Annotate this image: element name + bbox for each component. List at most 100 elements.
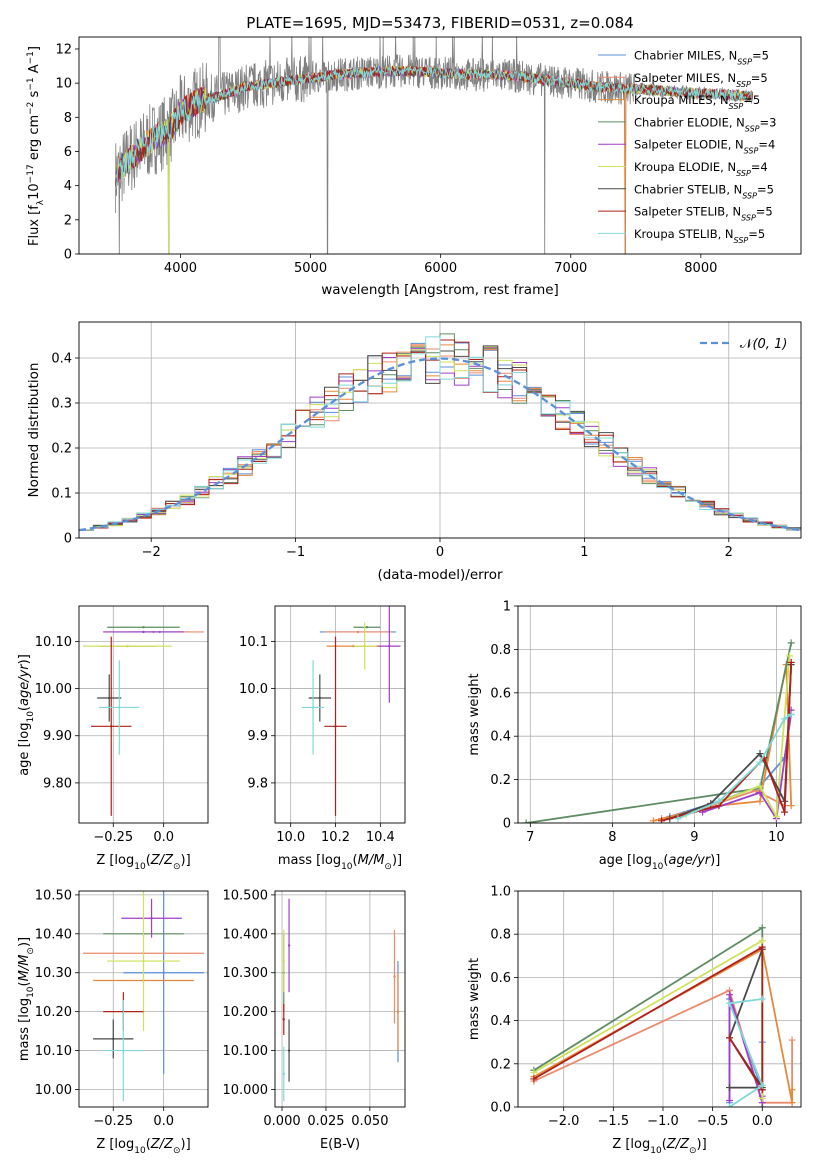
x-tick-label: 10: [768, 830, 785, 845]
y-axis-label: mass [log10(M/M⊙)]: [17, 937, 36, 1061]
x-tick-label: 6000: [424, 261, 457, 276]
y-axis-label: Flux [fλ10−17 erg cm−2 s−1 A−1]: [26, 46, 46, 246]
y-tick-label: 0.8: [490, 643, 511, 658]
data-point: [118, 706, 121, 709]
x-tick-label: 0.0: [752, 1114, 773, 1129]
x-tick-label: 4000: [164, 261, 197, 276]
residual-histogram: [79, 336, 801, 538]
weight_vs_age-plot-area: [518, 606, 801, 823]
y-tick-label: 2: [64, 213, 72, 228]
spectrum-plot-area: [114, 37, 754, 254]
y-tick-label: 0.4: [490, 1014, 511, 1029]
y-tick-label: 10.20: [35, 1005, 72, 1020]
axes-frame: [78, 605, 209, 824]
data-point: [142, 630, 145, 634]
legend-entry: Chabrier ELODIE, NSSP=3: [634, 115, 776, 132]
weight-marker: [726, 999, 734, 1007]
mass_vs_ebv-plot-area: [275, 891, 405, 1107]
data-point: [352, 644, 355, 648]
legend-entry: Kroupa MILES, NSSP=5: [634, 93, 760, 111]
y-tick-label: 10.00: [35, 682, 72, 697]
weight-marker: [788, 1036, 796, 1044]
data-point: [356, 630, 360, 634]
y-tick-label: 0.6: [490, 971, 511, 986]
weight-marker: [787, 658, 795, 666]
figure-title: PLATE=1695, MJD=53473, FIBERID=0531, z=0…: [246, 14, 633, 32]
weight-marker: [787, 802, 795, 810]
age_vs_mass-plot-area: [275, 606, 405, 823]
residuals-panel: −2 −1 0 1 2 0 0.1 0.2 0.3 0.4 (data-model)/error No…: [26, 321, 802, 583]
x-tick-label: 10.0: [276, 830, 305, 845]
weight_vs_Z-panel: −2.0 −1.5 −1.0 −0.5 0.0 0.0 0.2 0.4 0.6 0.8 1.0 Z […: [467, 885, 802, 1156]
data-point: [334, 725, 337, 728]
weight-line: [669, 664, 793, 820]
x-axis-label: age [log10(age/yr)]: [599, 853, 721, 872]
y-tick-label: 8: [64, 111, 72, 126]
y-axis-label: mass weight: [467, 673, 482, 755]
y-tick-label: 10.0: [239, 682, 268, 697]
data-point: [287, 944, 291, 947]
weight-marker: [781, 715, 789, 723]
y-axis-label: age [log10(age/yr)]: [17, 654, 36, 776]
x-axis-label: Z [log10(Z/Z⊙)]: [96, 1137, 190, 1156]
axes-frame: [274, 890, 406, 1108]
x-axis-label: E(B-V): [320, 1137, 360, 1152]
y-tick-label: 0: [64, 532, 72, 547]
x-tick-label: −0.25: [93, 830, 133, 845]
legend-entry: Salpeter MILES, NSSP=5: [634, 71, 768, 89]
y-tick-label: 9.90: [43, 729, 72, 744]
y-tick-label: 0.2: [51, 442, 72, 457]
y-tick-label: 0.1: [51, 487, 72, 502]
y-tick-label: 9.8: [247, 776, 268, 791]
weight-marker: [787, 711, 795, 718]
x-tick-label: 10.4: [366, 830, 395, 845]
weight-marker: [788, 1099, 796, 1107]
weight-marker: [530, 1068, 538, 1076]
y-tick-label: 10.40: [35, 927, 72, 942]
data-point: [108, 696, 111, 700]
data-point: [282, 1018, 285, 1021]
y-tick-label: 0.8: [490, 928, 511, 943]
mass_vs_ebv-panel: 0.000 0.025 0.050 10.000 10.100 10.200 10.300 1…: [223, 888, 406, 1152]
x-tick-label: 8: [608, 830, 616, 845]
x-tick-label: −2: [142, 545, 161, 560]
y-tick-label: 10.200: [223, 1005, 269, 1020]
y-tick-label: 10.1: [239, 635, 268, 650]
weight-marker: [758, 937, 766, 945]
x-tick-label: 10.2: [321, 830, 350, 845]
model-spectrum: [114, 65, 753, 190]
axes-frame: [78, 321, 802, 539]
age_vs_Z-panel: −0.25 0.0 9.80 9.90 10.00 10.10 Z [log10(Z/Z⊙)…: [17, 605, 209, 872]
data-point: [365, 626, 369, 629]
model-spectrum: [114, 65, 753, 190]
x-tick-label: −1.0: [647, 1114, 679, 1129]
x-tick-label: 9: [690, 830, 698, 845]
x-tick-label: 0.0: [153, 1114, 174, 1129]
x-axis-label: wavelength [Angstrom, rest frame]: [321, 282, 559, 298]
weight-marker: [756, 797, 764, 805]
data-point: [126, 644, 129, 648]
weight-line: [533, 945, 764, 1093]
x-tick-label: 1: [580, 545, 588, 560]
weight-marker: [658, 817, 666, 823]
y-tick-label: 10.300: [223, 966, 269, 981]
y-axis-label: Normed distribution: [26, 363, 42, 498]
weight-marker: [788, 1086, 796, 1094]
y-tick-label: 10.50: [35, 888, 72, 903]
residuals-plot-area: [79, 322, 801, 538]
weight-marker: [715, 797, 723, 805]
weight-line: [533, 939, 764, 1099]
age_vs_mass-panel: 10.0 10.2 10.4 9.8 9.9 10.0 10.1 mass [log10(M/…: [239, 605, 406, 872]
x-tick-label: 7: [526, 830, 534, 845]
data-point: [110, 725, 113, 728]
legend-entry: Kroupa ELODIE, NSSP=4: [634, 160, 768, 178]
weight-marker: [787, 639, 795, 647]
y-tick-label: 12: [55, 42, 72, 57]
weight-marker: [781, 808, 789, 816]
weight-marker: [772, 812, 780, 820]
y-tick-label: 10.10: [35, 1044, 72, 1059]
x-tick-label: 8000: [684, 261, 717, 276]
y-tick-label: 10.00: [35, 1083, 72, 1098]
spectrum-panel: 4000 5000 6000 7000 8000 0 2 4 6 8 10 12 wavelength …: [26, 36, 802, 298]
